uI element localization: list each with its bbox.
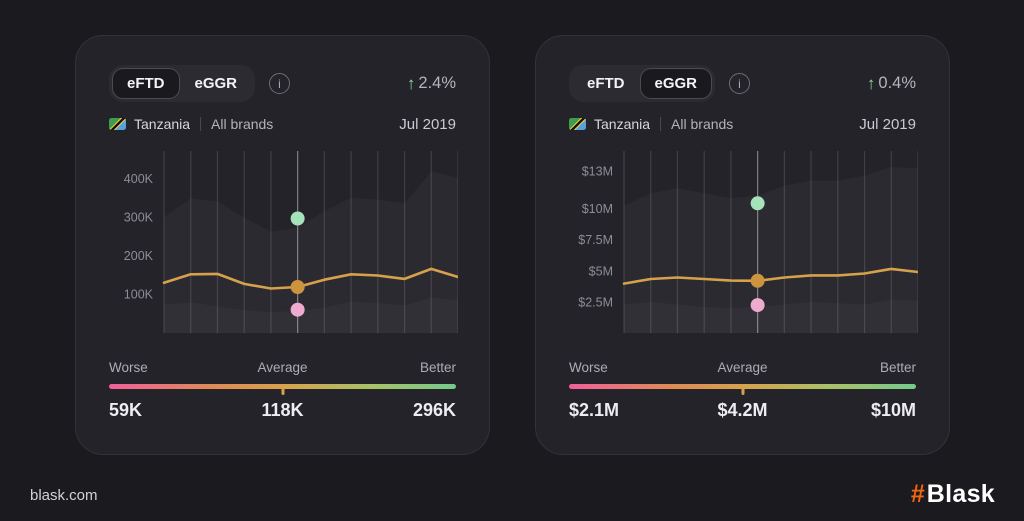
line-chart-eggr: $13M $10M $7.5M $5M $2.5M (578, 151, 918, 333)
benchmark-gradient-bar (109, 384, 456, 395)
toggle-option-eggr[interactable]: eGGR (194, 75, 238, 92)
benchmark-gradient-bar (569, 384, 916, 395)
metric-toggle[interactable]: eFTD eGGR (569, 65, 716, 102)
average-tick-marker (281, 389, 284, 395)
svg-text:200K: 200K (124, 249, 154, 263)
line-chart-eftd: 400K 300K 200K 100K (124, 151, 458, 333)
benchmark-scale: Worse Average Better 59K 118K 296K (109, 360, 456, 421)
info-icon[interactable]: i (729, 73, 751, 94)
scale-worse-label: Worse (569, 360, 608, 375)
scale-average-value: 118K (261, 400, 304, 420)
svg-text:$2.5M: $2.5M (578, 296, 613, 310)
change-value: 2.4% (418, 74, 456, 92)
average-tick-marker (741, 389, 744, 395)
period-label: Jul 2019 (859, 115, 916, 133)
info-icon[interactable]: i (269, 73, 291, 94)
svg-text:400K: 400K (124, 172, 154, 186)
card-header: eFTD eGGR i ↑ 0.4% (569, 65, 916, 102)
card-subheader: Tanzania All brands Jul 2019 (569, 115, 916, 133)
change-value: 0.4% (878, 74, 916, 92)
scale-better-value: $10M (870, 400, 916, 420)
svg-text:$10M: $10M (582, 202, 613, 216)
blask-hash-icon: # (910, 480, 925, 508)
toggle-option-eftd[interactable]: eFTD (587, 75, 625, 92)
scale-average-label: Average (717, 360, 768, 375)
up-arrow-icon: ↑ (866, 73, 876, 93)
scale-worse-label: Worse (109, 360, 148, 375)
up-arrow-icon: ↑ (406, 73, 416, 93)
tanzania-flag-icon (109, 118, 126, 130)
card-subheader: Tanzania All brands Jul 2019 (109, 115, 456, 133)
change-indicator: ↑ 2.4% (407, 74, 456, 94)
change-indicator: ↑ 0.4% (867, 74, 916, 94)
scale-worse-value: $2.1M (569, 400, 620, 420)
card-header: eFTD eGGR i ↑ 2.4% (109, 65, 456, 102)
site-link[interactable]: blask.com (30, 487, 98, 504)
divider (660, 117, 662, 131)
divider (200, 117, 202, 131)
svg-text:$5M: $5M (589, 264, 613, 278)
tanzania-flag-icon (569, 118, 586, 130)
blask-logo[interactable]: # Blask (911, 480, 995, 509)
scale-better-value: 296K (412, 400, 456, 420)
brands-filter-label[interactable]: All brands (671, 116, 734, 132)
country-label[interactable]: Tanzania (594, 116, 651, 132)
svg-text:$7.5M: $7.5M (578, 233, 613, 247)
scale-better-label: Better (879, 360, 916, 375)
toggle-option-eftd[interactable]: eFTD (112, 68, 180, 99)
brands-filter-label[interactable]: All brands (211, 116, 274, 132)
toggle-option-eggr[interactable]: eGGR (639, 68, 713, 99)
scale-worse-value: 59K (109, 400, 143, 420)
scale-average-value: $4.2M (717, 400, 768, 420)
svg-text:$13M: $13M (582, 164, 613, 178)
benchmark-scale: Worse Average Better $2.1M $4.2M $10M (569, 360, 916, 421)
period-label: Jul 2019 (399, 115, 456, 133)
svg-text:100K: 100K (124, 287, 154, 301)
metric-card-eggr: eFTD eGGR i ↑ 0.4% Tanzania All brands J… (535, 35, 950, 455)
blask-logo-text: Blask (926, 480, 995, 508)
scale-better-label: Better (419, 360, 456, 375)
svg-text:300K: 300K (124, 211, 154, 225)
metric-toggle[interactable]: eFTD eGGR (109, 65, 256, 102)
scale-average-label: Average (257, 360, 308, 375)
metric-card-eftd: eFTD eGGR i ↑ 2.4% Tanzania All brands J… (75, 35, 490, 455)
country-label[interactable]: Tanzania (134, 116, 191, 132)
